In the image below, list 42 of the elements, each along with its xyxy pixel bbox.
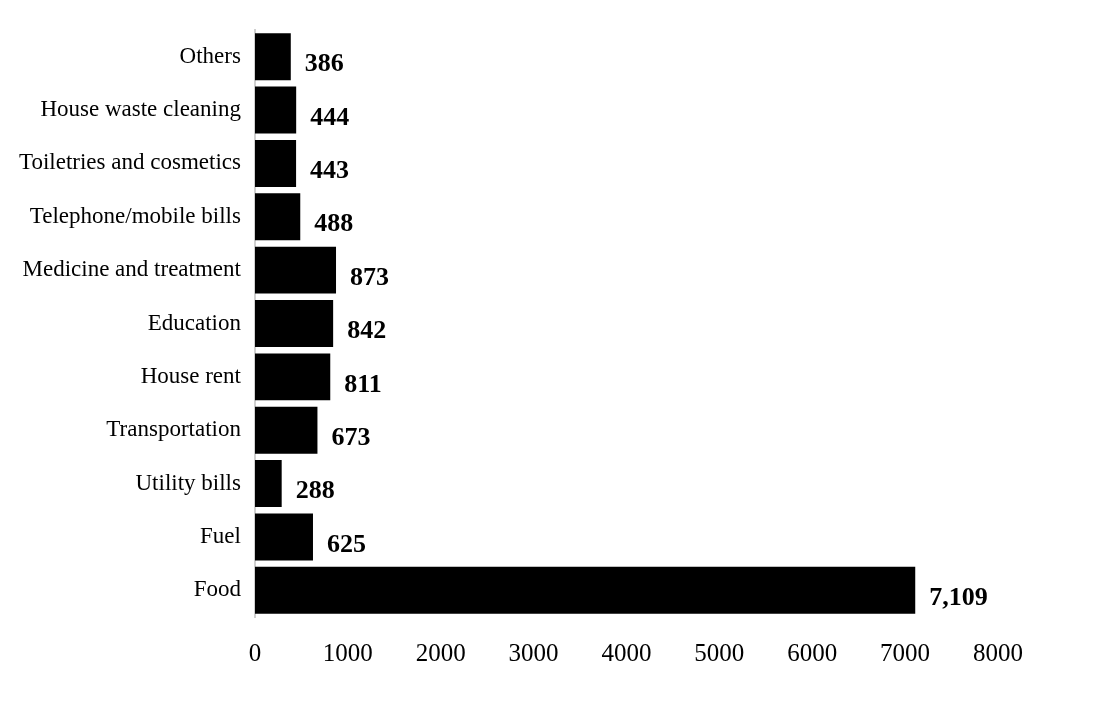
data-label: 7,109 [929,582,988,612]
bar [254,513,313,561]
y-tick-label: Fuel [200,523,241,548]
y-tick-label: Utility bills [135,469,241,495]
x-tick-label: 7000 [880,638,931,666]
x-tick-label: 5000 [694,638,745,666]
x-tick-label: 0 [248,638,262,666]
x-tick-label: 1000 [322,638,373,666]
data-label: 488 [314,208,354,238]
data-label: 444 [310,101,350,131]
x-tick-label: 8000 [973,638,1023,666]
y-tick-label: Education [147,309,242,335]
bar [254,460,282,508]
y-tick-label: Toiletries and cosmetics [19,149,241,175]
y-tick-label: Medicine and treatment [22,256,242,282]
x-tick-label: 3000 [508,638,559,666]
data-label: 811 [344,368,382,398]
bar [254,300,334,347]
data-label: 288 [295,475,335,505]
y-tick-label: Others [179,42,241,68]
data-label: 673 [331,421,371,451]
data-label: 386 [304,48,344,78]
data-label: 873 [350,261,390,291]
bar [254,353,331,401]
x-tick-label: 6000 [787,638,838,666]
y-tick-label: House waste cleaning [40,96,242,122]
data-label: 842 [347,315,387,345]
y-tick-label: House rent [140,362,242,388]
data-label: 443 [310,155,350,185]
bar [254,566,916,614]
y-tick-label: Transportation [106,416,242,442]
bar [254,246,337,294]
bar [254,33,291,81]
bar [254,193,301,241]
x-tick-label: 2000 [415,638,466,666]
y-tick-label: Telephone/mobile bills [29,202,241,228]
bar [254,86,297,134]
bar [254,139,297,187]
x-tick-label: 4000 [601,638,652,666]
data-label: 625 [326,528,366,558]
y-tick-label: Food [193,576,242,602]
bar [254,406,318,454]
